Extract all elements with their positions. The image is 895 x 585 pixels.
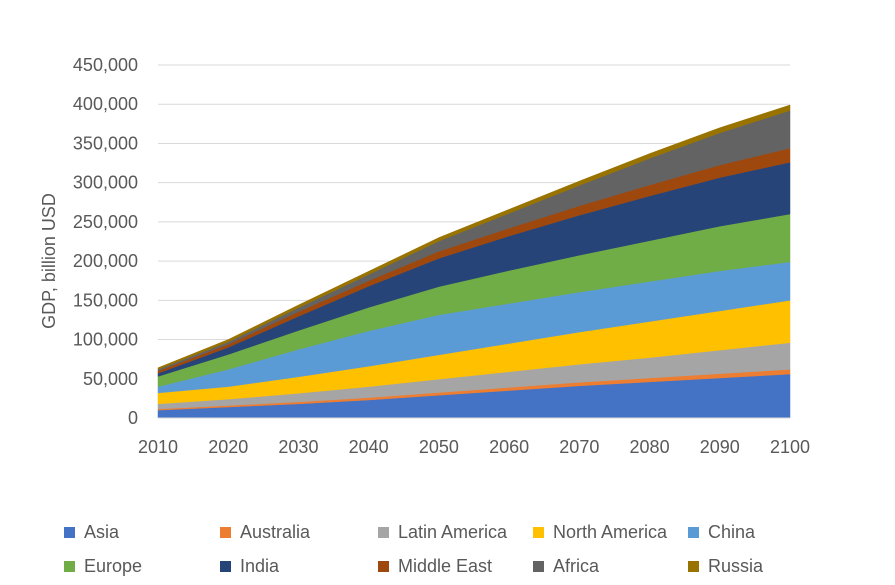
y-axis-title: GDP, billion USD: [39, 193, 59, 329]
legend-label: Australia: [240, 521, 311, 542]
legend-swatch: [533, 560, 544, 572]
legend-swatch: [220, 560, 231, 572]
legend-item-china: China: [688, 522, 848, 543]
y-tick-label: 300,000: [73, 173, 138, 193]
legend-swatch: [64, 526, 75, 538]
x-tick-label: 2050: [419, 437, 459, 457]
y-tick-label: 450,000: [73, 55, 138, 75]
x-tick-label: 2070: [559, 437, 599, 457]
y-axis-ticks: 0 50,000 100,000 150,000 200,000 250,000 300,0…: [73, 55, 138, 428]
x-tick-label: 2020: [208, 437, 248, 457]
legend-label: Africa: [553, 555, 600, 576]
y-tick-label: 200,000: [73, 251, 138, 271]
stacked-areas: [157, 104, 791, 419]
y-tick-label: 0: [128, 408, 138, 428]
y-tick-label: 250,000: [73, 212, 138, 232]
legend-label: India: [240, 555, 280, 576]
legend: Asia Australia Latin America North America C…: [64, 515, 884, 583]
legend-swatch: [688, 526, 699, 538]
x-tick-label: 2060: [489, 437, 529, 457]
x-tick-label: 2100: [770, 437, 810, 457]
legend-item-russia: Russia: [688, 556, 848, 577]
y-tick-label: 150,000: [73, 290, 138, 310]
legend-swatch: [64, 560, 75, 572]
area-russia: [157, 104, 791, 370]
legend-swatch: [533, 526, 544, 538]
legend-item-australia: Australia: [220, 522, 378, 543]
legend-label: Russia: [708, 555, 764, 576]
x-tick-label: 2080: [630, 437, 670, 457]
y-tick-label: 350,000: [73, 133, 138, 153]
chart-area: 0 50,000 100,000 150,000 200,000 250,000 300,0…: [39, 55, 810, 457]
legend-item-north-america: North America: [533, 522, 688, 543]
x-tick-label: 2010: [138, 437, 178, 457]
legend-item-europe: Europe: [64, 556, 220, 577]
legend-label: Latin America: [398, 521, 508, 542]
legend-item-india: India: [220, 556, 378, 577]
legend-label: Middle East: [398, 555, 493, 576]
x-tick-label: 2040: [349, 437, 389, 457]
y-tick-label: 100,000: [73, 330, 138, 350]
x-tick-label: 2030: [278, 437, 318, 457]
y-tick-label: 50,000: [83, 369, 138, 389]
legend-swatch: [378, 560, 389, 572]
legend-swatch: [220, 526, 231, 538]
legend-row-1: Asia Australia Latin America North America C…: [64, 515, 884, 549]
x-axis-ticks: 2010 2020 2030 2040 2050 2060 2070 2080 2090 2100: [138, 437, 810, 457]
legend-swatch: [688, 560, 699, 572]
x-tick-label: 2090: [700, 437, 740, 457]
legend-item-middle-east: Middle East: [378, 556, 533, 577]
legend-item-asia: Asia: [64, 522, 220, 543]
legend-label: Europe: [84, 555, 143, 576]
legend-label: North America: [553, 521, 668, 542]
legend-swatch: [378, 526, 389, 538]
legend-item-africa: Africa: [533, 556, 688, 577]
legend-item-latin-america: Latin America: [378, 522, 533, 543]
y-tick-label: 400,000: [73, 94, 138, 114]
legend-label: Asia: [84, 521, 120, 542]
legend-label: China: [708, 521, 756, 542]
legend-row-2: Europe India Middle East Africa Russia: [64, 549, 884, 583]
